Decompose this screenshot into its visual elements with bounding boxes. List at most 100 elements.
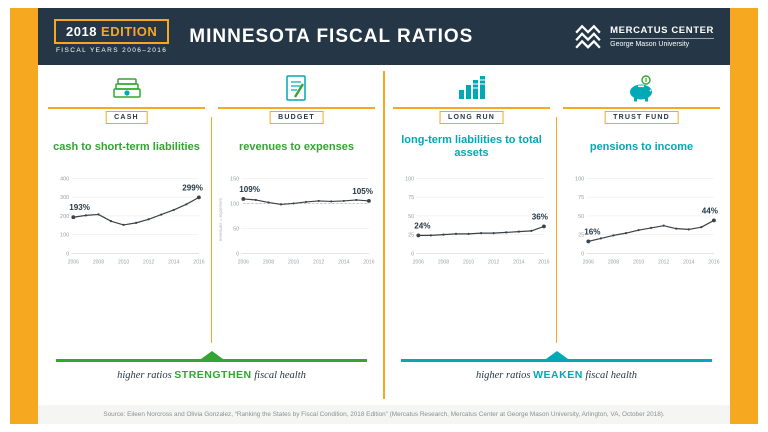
svg-text:2016: 2016: [363, 260, 374, 266]
svg-text:0: 0: [66, 251, 69, 257]
logo-text: MERCATUS CENTER George Mason University: [610, 25, 714, 48]
budget-label: BUDGET: [269, 111, 324, 124]
weaken-footer: higher ratios WEAKEN fiscal health: [387, 350, 726, 405]
center-divider: [383, 71, 385, 399]
svg-text:2014: 2014: [513, 260, 524, 266]
caption-suffix: fiscal health: [251, 369, 306, 381]
svg-text:200: 200: [60, 214, 69, 220]
fiscal-years-label: FISCAL YEARS 2006–2016: [55, 47, 168, 54]
budget-icon: [285, 75, 306, 101]
svg-text:2012: 2012: [658, 260, 669, 266]
caption-keyword: WEAKEN: [533, 368, 583, 381]
svg-text:16%: 16%: [584, 227, 600, 236]
cash-chart: 400 300 200 100 0 2006 2008 2010 2012 2014 2016 193…: [60, 176, 205, 266]
svg-text:2008: 2008: [607, 260, 618, 266]
mercatus-logo: MERCATUS CENTER George Mason University: [574, 23, 714, 51]
svg-text:2010: 2010: [117, 260, 128, 266]
cash-icon: [112, 78, 141, 98]
svg-text:109%: 109%: [239, 185, 260, 194]
weaken-half: LONG RUN long-term liabilities to total …: [387, 71, 726, 405]
panel-trust-fund: TRUST FUND pensions to income 100 75 50 25 0…: [557, 71, 726, 351]
strengthen-caption: higher ratios STRENGTHEN fiscal health: [42, 369, 381, 381]
budget-chart: 150 100 50 0 revenues = expenses 2006 2008 2010…: [218, 176, 375, 266]
strengthen-footer: higher ratios STRENGTHEN fiscal health: [42, 350, 381, 405]
mercatus-logo-icon: [575, 24, 601, 49]
budget-rule: BUDGET: [218, 107, 375, 127]
cash-rule: CASH: [48, 107, 205, 127]
svg-text:100: 100: [230, 201, 239, 207]
svg-text:2006: 2006: [237, 260, 248, 266]
svg-text:2012: 2012: [488, 260, 499, 266]
svg-text:50: 50: [233, 226, 239, 232]
logo-name: MERCATUS CENTER: [610, 25, 714, 39]
right-accent-bar: [730, 8, 758, 424]
charts-area: CASH cash to short-term liabilities 400 3…: [38, 65, 730, 405]
svg-text:2008: 2008: [92, 260, 103, 266]
budget-chart-title: revenues to expenses: [239, 140, 354, 153]
svg-text:400: 400: [60, 176, 69, 182]
svg-text:50: 50: [578, 214, 584, 220]
svg-text:25: 25: [578, 233, 584, 239]
caption-suffix: fiscal health: [582, 369, 638, 381]
svg-text:2010: 2010: [287, 260, 298, 266]
long-run-icon: [458, 76, 485, 99]
long-run-chart: 100 75 50 25 0 2006 2008 2010 2012 2014 2016 24% 36%: [405, 176, 550, 266]
trust-fund-chart: 100 75 50 25 0 2006 2008 2010 2012 2014 2016 16% 44%: [575, 176, 720, 266]
weaken-caption: higher ratios WEAKEN fiscal health: [387, 369, 726, 381]
caption-keyword: STRENGTHEN: [174, 368, 252, 381]
content-column: 2018 EDITION FISCAL YEARS 2006–2016 MINN…: [38, 8, 730, 424]
cash-label: CASH: [105, 111, 148, 124]
svg-text:2006: 2006: [582, 260, 593, 266]
caption-prefix: higher ratios: [475, 369, 534, 381]
svg-text:2012: 2012: [313, 260, 324, 266]
svg-text:75: 75: [578, 195, 584, 201]
panel-divider: [556, 117, 557, 343]
svg-text:2008: 2008: [437, 260, 448, 266]
svg-text:2010: 2010: [462, 260, 473, 266]
long-run-chart-title: long-term liabilities to total assets: [401, 134, 542, 159]
trust-fund-label: TRUST FUND: [604, 111, 679, 124]
svg-text:2014: 2014: [338, 260, 349, 266]
svg-text:193%: 193%: [69, 203, 90, 212]
svg-text:25: 25: [408, 233, 414, 239]
svg-text:100: 100: [405, 176, 414, 182]
svg-text:0: 0: [411, 251, 414, 257]
svg-text:300: 300: [60, 195, 69, 201]
svg-text:2014: 2014: [683, 260, 694, 266]
svg-text:2006: 2006: [67, 260, 78, 266]
svg-text:150: 150: [230, 176, 239, 182]
svg-text:24%: 24%: [414, 221, 430, 230]
svg-text:75: 75: [408, 195, 414, 201]
svg-text:105%: 105%: [352, 187, 373, 196]
edition-block: 2018 EDITION FISCAL YEARS 2006–2016: [54, 19, 170, 54]
svg-text:299%: 299%: [182, 183, 203, 192]
up-arrow-green-icon: [200, 350, 223, 359]
caption-prefix: higher ratios: [117, 369, 175, 381]
panel-budget: BUDGET revenues to expenses 150 100 50 0 rev…: [212, 71, 381, 351]
cash-chart-title: cash to short-term liabilities: [53, 140, 200, 153]
up-arrow-teal-icon: [545, 350, 568, 359]
header: 2018 EDITION FISCAL YEARS 2006–2016 MINN…: [38, 8, 730, 65]
left-accent-bar: [10, 8, 38, 424]
panel-long-run: LONG RUN long-term liabilities to total …: [387, 71, 556, 351]
trust-fund-icon: [629, 75, 652, 102]
svg-text:100: 100: [575, 176, 584, 182]
trust-fund-chart-title: pensions to income: [589, 140, 694, 153]
svg-text:2010: 2010: [632, 260, 643, 266]
edition-word: EDITION: [101, 24, 158, 39]
svg-text:36%: 36%: [531, 212, 547, 221]
panel-cash: CASH cash to short-term liabilities 400 3…: [42, 71, 211, 351]
svg-text:50: 50: [408, 214, 414, 220]
long-run-label: LONG RUN: [439, 111, 504, 124]
svg-text:44%: 44%: [701, 206, 717, 215]
svg-text:0: 0: [236, 251, 239, 257]
panel-divider: [211, 117, 212, 343]
svg-text:2016: 2016: [708, 260, 719, 266]
logo-subtitle: George Mason University: [610, 41, 690, 48]
page-title: MINNESOTA FISCAL RATIOS: [189, 25, 474, 47]
edition-year: 2018: [66, 24, 97, 39]
long-run-rule: LONG RUN: [393, 107, 550, 127]
svg-text:2016: 2016: [538, 260, 549, 266]
source-citation: Source: Eileen Norcross and Olivia Gonza…: [38, 404, 730, 424]
